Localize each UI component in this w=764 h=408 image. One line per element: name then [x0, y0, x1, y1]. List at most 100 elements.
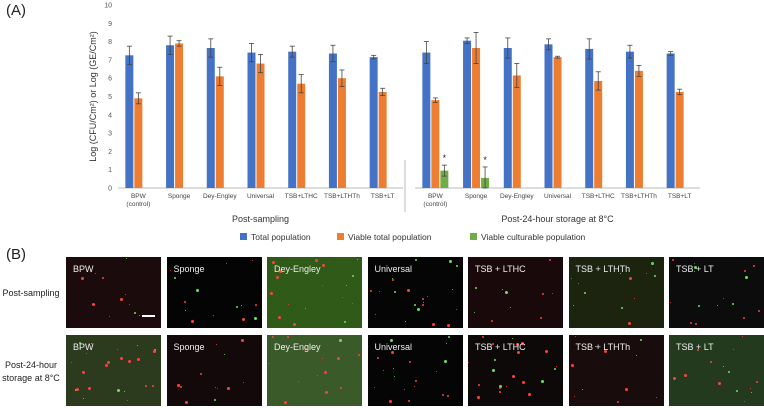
- bar: [125, 55, 134, 189]
- fluorescent-cell: [556, 366, 557, 367]
- fluorescent-cell: [732, 303, 734, 305]
- fluorescent-cell: [71, 362, 72, 363]
- fluorescent-cell: [270, 292, 273, 295]
- fluorescent-cell: [378, 291, 380, 292]
- fluorescent-cell: [421, 304, 424, 306]
- fluorescent-cell: [577, 283, 579, 284]
- fluorescent-cell: [298, 381, 299, 382]
- fluorescent-cell: [639, 339, 642, 341]
- y-tick-label: 5: [108, 94, 112, 101]
- fluorescent-cell: [129, 304, 130, 305]
- bar: [369, 57, 378, 188]
- fluorescent-cell: [105, 364, 108, 367]
- fluorescent-cell: [477, 396, 480, 399]
- x-tick-label: Universal: [247, 193, 275, 200]
- fluorescent-cell: [393, 376, 395, 377]
- bar: [594, 80, 603, 188]
- fluorescent-cell: [199, 373, 202, 375]
- fluorescent-cell: [521, 342, 524, 345]
- fluorescent-cell: [339, 339, 342, 342]
- group-label: Post-24-hour storage at 8°C: [501, 214, 614, 224]
- fluorescent-cell: [190, 320, 194, 323]
- fluorescent-cell: [322, 264, 325, 267]
- fluorescent-cell: [603, 350, 607, 353]
- fluorescent-cell: [744, 401, 745, 402]
- fluorescent-cell: [628, 277, 632, 280]
- x-tick-label: BPW: [428, 193, 444, 200]
- bar: [440, 170, 449, 188]
- fluorescent-cell: [441, 394, 444, 396]
- bar: [247, 52, 256, 188]
- fluorescent-cell: [254, 304, 257, 306]
- fluorescent-cell: [448, 260, 452, 263]
- significance-asterisk: *: [443, 153, 447, 163]
- bar: [134, 98, 143, 188]
- fluorescent-cell: [223, 354, 225, 355]
- fluorescent-cell: [690, 322, 692, 324]
- fluorescent-cell: [406, 289, 410, 292]
- bar: [378, 91, 387, 188]
- micrograph-row-label: Post-sampling: [2, 288, 60, 298]
- fluorescent-cell: [499, 385, 502, 388]
- fluorescent-cell: [540, 317, 542, 319]
- y-tick-label: 2: [108, 149, 112, 156]
- bar: [503, 48, 512, 188]
- fluorescent-cell: [645, 273, 647, 274]
- fluorescent-cell: [117, 349, 118, 350]
- fluorescent-cell: [710, 361, 712, 363]
- micrograph-tile-label: TSB + LT: [676, 264, 714, 274]
- fluorescent-cell: [635, 355, 637, 356]
- fluorescent-cell: [736, 390, 738, 392]
- fluorescent-cell: [446, 324, 450, 327]
- micrograph-tile: TSB + LT: [669, 257, 764, 328]
- fluorescent-cell: [468, 362, 469, 363]
- fluorescent-cell: [342, 297, 343, 298]
- fluorescent-cell: [616, 401, 619, 403]
- fluorescent-cell: [413, 304, 416, 306]
- fluorescent-cell: [482, 336, 484, 338]
- fluorescent-cell: [76, 388, 79, 391]
- fluorescent-cell: [346, 285, 347, 286]
- fluorescent-cell: [152, 385, 154, 387]
- fluorescent-cell: [528, 393, 531, 396]
- micrograph-tile-label: Dey-Engley: [274, 264, 321, 274]
- fluorescent-cell: [358, 354, 360, 356]
- fluorescent-cell: [391, 279, 394, 281]
- fluorescent-cell: [694, 263, 695, 264]
- fluorescent-cell: [374, 314, 376, 315]
- fluorescent-cell: [435, 371, 437, 372]
- fluorescent-cell: [718, 382, 721, 385]
- fluorescent-cell: [492, 369, 495, 372]
- x-tick-label: Dey-Engley: [500, 193, 534, 200]
- fluorescent-cell: [445, 343, 447, 344]
- bar: [215, 76, 224, 188]
- bar: [553, 57, 562, 188]
- bar: [328, 53, 337, 189]
- bar: [256, 63, 265, 189]
- x-tick-label: Sponge: [168, 193, 191, 200]
- fluorescent-cell: [388, 400, 392, 403]
- fluorescent-cell: [216, 388, 218, 389]
- fluorescent-cell: [107, 361, 110, 364]
- fluorescent-cell: [120, 298, 123, 301]
- fluorescent-cell: [670, 302, 671, 303]
- fluorescent-cell: [517, 351, 520, 354]
- bar: [625, 51, 634, 188]
- fluorescent-cell: [215, 344, 217, 345]
- fluorescent-cell: [391, 278, 393, 279]
- bar: [422, 52, 431, 188]
- bar: [463, 40, 472, 189]
- micrograph-tile-label: TSB + LTHC: [475, 342, 526, 352]
- fluorescent-cell: [594, 346, 596, 347]
- micrograph-tile: TSB + LTHTh: [568, 335, 664, 406]
- fluorescent-cell: [492, 343, 494, 345]
- x-tick-label: TSB+LT: [668, 193, 692, 200]
- fluorescent-cell: [389, 339, 393, 342]
- fluorescent-cell: [455, 309, 457, 310]
- fluorescent-cell: [554, 368, 556, 370]
- bar: [175, 43, 184, 189]
- fluorescent-cell: [413, 386, 415, 387]
- fluorescent-cell: [673, 377, 676, 380]
- bar: [337, 78, 346, 188]
- fluorescent-cell: [91, 343, 92, 344]
